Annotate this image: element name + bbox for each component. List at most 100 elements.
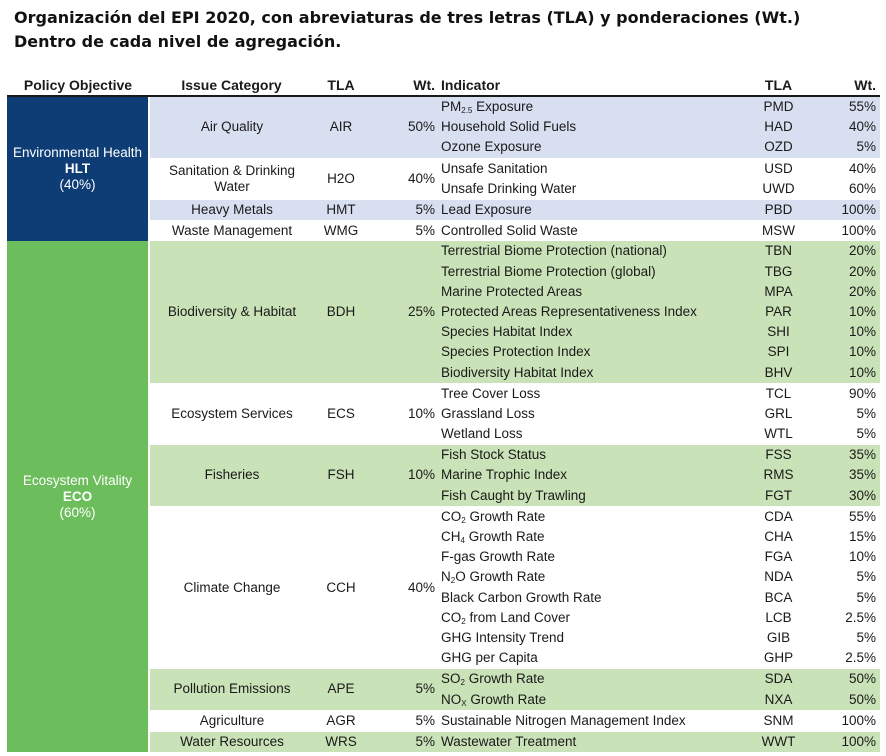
issue-category-name: Sanitation & Drinking Water <box>149 157 314 200</box>
header-category-tla: TLA <box>314 74 368 97</box>
indicator-tla: TCL <box>746 382 811 404</box>
indicator-tla: FSS <box>746 444 811 466</box>
indicator-tla: SPI <box>746 342 811 363</box>
indicator-weight: 40% <box>811 157 880 179</box>
header-indicator-tla: TLA <box>746 74 811 97</box>
indicator-name: Terrestrial Biome Protection (global) <box>439 261 746 282</box>
issue-category-tla: FSH <box>314 444 368 507</box>
table-row: GHG per Capita GHP 2.5% <box>7 648 880 669</box>
indicator-weight: 40% <box>811 117 880 138</box>
table-row: Environmental Health HLT (40%) Air Quality A… <box>7 96 880 242</box>
indicator-tla: NXA <box>746 689 811 711</box>
indicator-name: PM2.5 Exposure <box>439 96 746 118</box>
indicator-name: Biodiversity Habitat Index <box>439 362 746 384</box>
policy-code: ECO <box>62 488 93 504</box>
indicator-tla: NDA <box>746 567 811 588</box>
page-title: Organización del EPI 2020, con abreviatu… <box>14 6 874 54</box>
indicator-tla: SDA <box>746 668 811 690</box>
indicator-weight: 90% <box>811 382 880 404</box>
indicator-weight: 5% <box>811 403 880 424</box>
issue-category-name: Waste Management <box>149 220 314 242</box>
indicator-weight: 35% <box>811 444 880 466</box>
table-row: Unsafe Drinking Water UWD 60% <box>7 178 880 200</box>
indicator-name: Lead Exposure <box>439 198 746 221</box>
header-policy-objective: Policy Objective <box>7 74 149 97</box>
table-row: Ecosystem Services ECS 10% Tree Cover Loss T… <box>7 382 880 445</box>
header-indicator: Indicator <box>439 74 746 97</box>
indicator-tla: UWD <box>746 178 811 200</box>
issue-category-weight: 40% <box>368 157 439 200</box>
table-row: Ecosystem Vitality ECO (60%) Biodiversity &… <box>7 241 880 752</box>
indicator-weight: 5% <box>811 627 880 649</box>
policy-weight: (40%) <box>59 177 96 193</box>
table-row: Waste Management WMG 5% Controlled Solid Wa… <box>7 220 880 242</box>
indicator-weight: 50% <box>811 668 880 690</box>
indicator-weight: 100% <box>811 709 880 732</box>
indicator-name: Species Protection Index <box>439 342 746 363</box>
indicator-name: Controlled Solid Waste <box>439 220 746 242</box>
indicator-tla: PAR <box>746 301 811 323</box>
indicator-tla: MPA <box>746 281 811 302</box>
issue-category-name: Pollution Emissions <box>149 668 314 711</box>
policy-objective-cell: Environmental Health HLT (40%) <box>7 96 150 242</box>
indicator-name: Tree Cover Loss <box>439 382 746 404</box>
issue-category-tla: WMG <box>314 220 368 242</box>
issue-category-tla: HMT <box>314 198 368 221</box>
indicator-name: CH4 Growth Rate <box>439 526 746 548</box>
indicator-name: Fish Stock Status <box>439 444 746 466</box>
issue-category-weight: 40% <box>368 505 439 669</box>
table-row: Marine Protected Areas MPA 20% <box>7 281 880 302</box>
issue-category-tla: APE <box>314 668 368 711</box>
table-row: CO2 from Land Cover LCB 2.5% <box>7 607 880 628</box>
table-row: Pollution Emissions APE 5% SO2 Growth Rate S… <box>7 668 880 711</box>
indicator-weight: 10% <box>811 342 880 363</box>
indicator-weight: 60% <box>811 178 880 200</box>
table-row: Wetland Loss WTL 5% <box>7 424 880 445</box>
indicator-tla: BCA <box>746 587 811 608</box>
indicator-name: GHG Intensity Trend <box>439 627 746 649</box>
indicator-weight: 15% <box>811 526 880 548</box>
indicator-tla: TBN <box>746 241 811 262</box>
indicator-weight: 2.5% <box>811 607 880 628</box>
indicator-weight: 10% <box>811 301 880 323</box>
table-row: Ozone Exposure OZD 5% <box>7 137 880 159</box>
indicator-weight: 50% <box>811 689 880 711</box>
indicator-weight: 10% <box>811 362 880 384</box>
issue-category-name: Biodiversity & Habitat <box>149 241 314 384</box>
indicator-name: Species Habitat Index <box>439 322 746 343</box>
table-row: N2O Growth Rate NDA 5% <box>7 567 880 588</box>
title-line-1: Organización del EPI 2020, con abreviatu… <box>14 8 801 27</box>
indicator-tla: PBD <box>746 198 811 221</box>
issue-category-weight: 10% <box>368 382 439 445</box>
indicator-tla: CDA <box>746 505 811 527</box>
table-row: Species Habitat Index SHI 10% <box>7 322 880 343</box>
indicator-tla: CHA <box>746 526 811 548</box>
title-line-2: Dentro de cada nivel de agregación. <box>14 32 342 51</box>
indicator-tla: HAD <box>746 117 811 138</box>
indicator-name: Marine Trophic Index <box>439 465 746 486</box>
indicator-name: Fish Caught by Trawling <box>439 485 746 507</box>
indicator-weight: 30% <box>811 485 880 507</box>
issue-category-weight: 10% <box>368 444 439 507</box>
indicator-weight: 20% <box>811 261 880 282</box>
table-row: Heavy Metals HMT 5% Lead Exposure PBD 100% <box>7 198 880 221</box>
table-row: Biodiversity Habitat Index BHV 10% <box>7 362 880 384</box>
issue-category-tla: CCH <box>314 505 368 669</box>
indicator-weight: 100% <box>811 198 880 221</box>
policy-name: Environmental Health <box>12 145 143 161</box>
indicator-weight: 5% <box>811 137 880 159</box>
table-row: GHG Intensity Trend GIB 5% <box>7 627 880 649</box>
table-body: Environmental Health HLT (40%) Air Quality A… <box>7 96 880 752</box>
issue-category-tla: AGR <box>314 709 368 732</box>
indicator-name: N2O Growth Rate <box>439 567 746 588</box>
table-row: F-gas Growth Rate FGA 10% <box>7 547 880 568</box>
table-row: Water Resources WRS 5% Wastewater Treatment… <box>7 730 880 752</box>
issue-category-weight: 5% <box>368 198 439 221</box>
indicator-name: SO2 Growth Rate <box>439 668 746 690</box>
issue-category-name: Agriculture <box>149 709 314 732</box>
policy-code: HLT <box>64 161 91 177</box>
table-row: Fish Caught by Trawling FGT 30% <box>7 485 880 507</box>
indicator-tla: RMS <box>746 465 811 486</box>
indicator-name: Ozone Exposure <box>439 137 746 159</box>
table-row: Household Solid Fuels HAD 40% <box>7 117 880 138</box>
